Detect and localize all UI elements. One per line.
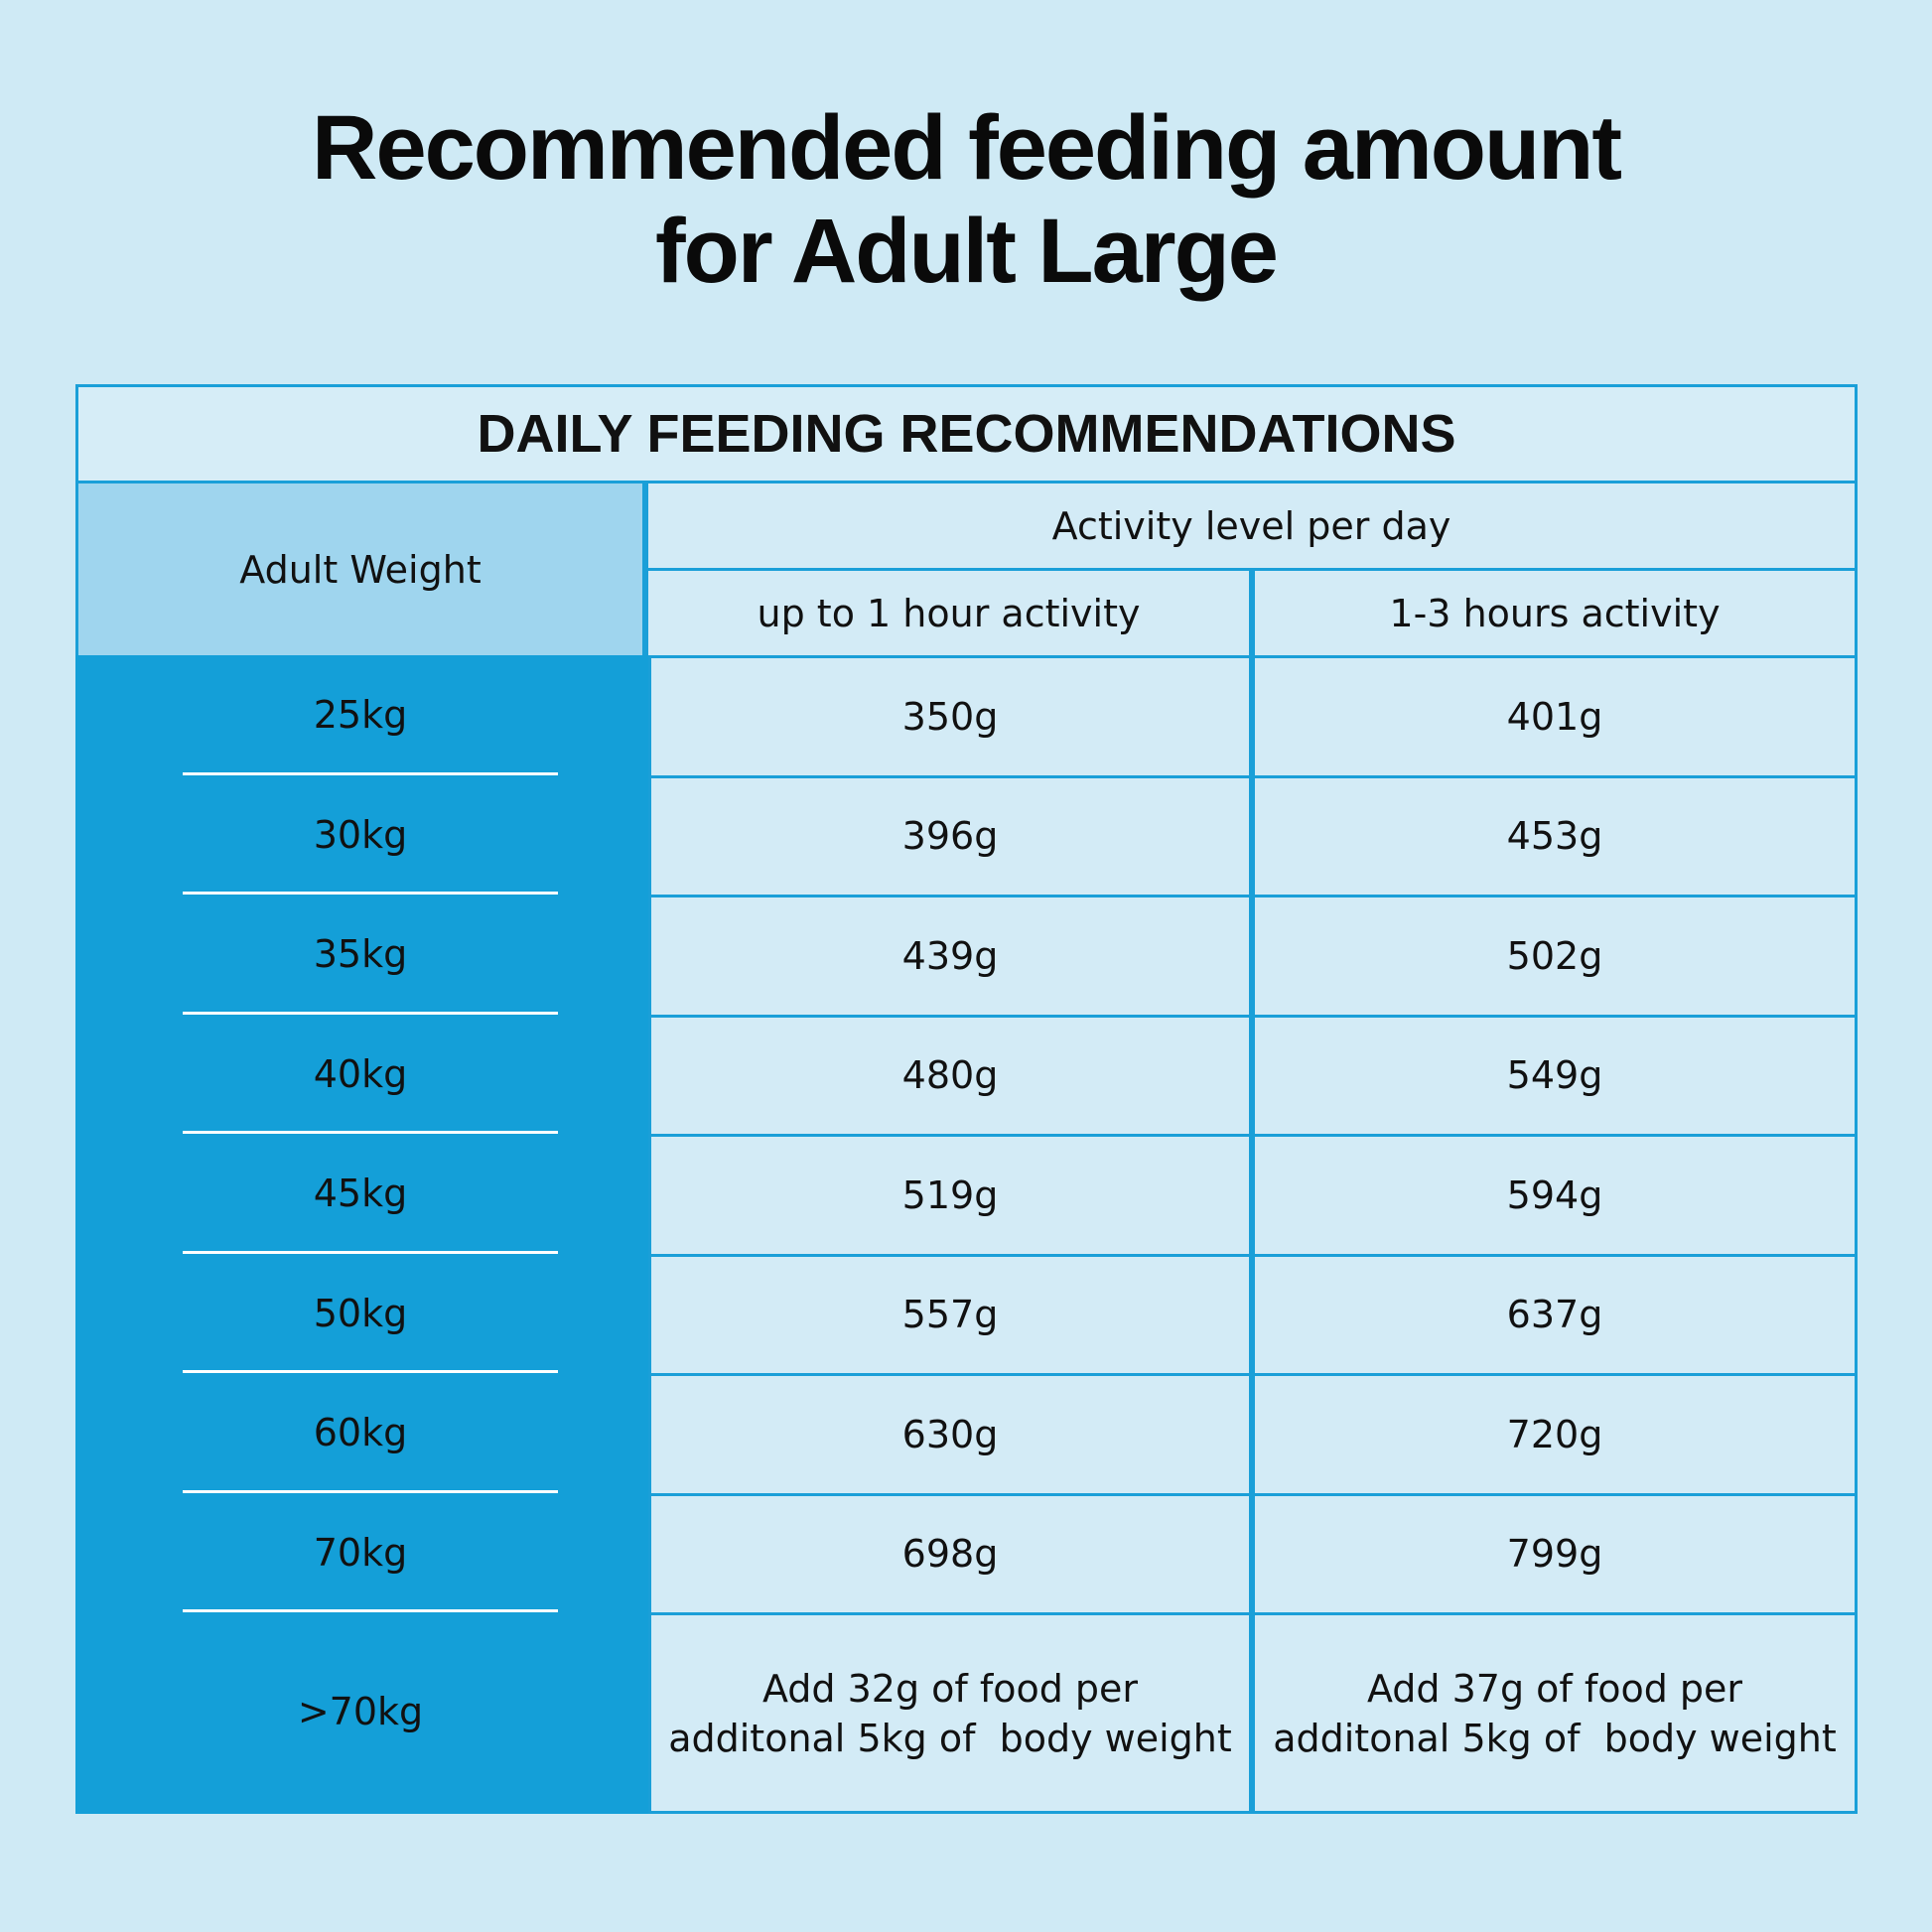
cell-text: 439g	[901, 933, 999, 978]
row-separator	[183, 1489, 558, 1493]
amount-cell: 502g	[1255, 897, 1855, 1015]
cell-text: 1-3 hours activity	[1389, 591, 1721, 635]
cell-text: 630g	[901, 1412, 999, 1456]
row-separator	[183, 1011, 558, 1015]
cell-text: 502g	[1506, 933, 1603, 978]
amount-cell: 549g	[1255, 1017, 1855, 1134]
cell-text: 50kg	[313, 1291, 408, 1335]
weight-cell: 45kg	[78, 1134, 642, 1254]
weight-cell: 30kg	[78, 775, 642, 896]
amount-cell: 799g	[1255, 1495, 1855, 1612]
row-separator	[183, 1250, 558, 1254]
cell-text: 350g	[901, 694, 999, 739]
cell-text: 30kg	[313, 812, 408, 857]
cell-text: DAILY FEEDING RECOMMENDATIONS	[477, 404, 1456, 464]
cell-text: 396g	[901, 814, 999, 859]
amount-cell: 396g	[651, 777, 1249, 895]
amount-cell: 480g	[651, 1017, 1249, 1134]
cell-text: 480g	[901, 1053, 999, 1098]
cell-text: 698g	[901, 1532, 999, 1577]
feeding-table: DAILY FEEDING RECOMMENDATIONS Adult Weigh…	[75, 384, 1858, 1814]
cell-text: 45kg	[313, 1172, 408, 1216]
amount-cell: 637g	[1255, 1256, 1855, 1373]
cell-text: 40kg	[313, 1051, 408, 1096]
weight-cell: 25kg	[78, 655, 642, 775]
cell-text: Adult Weight	[239, 547, 482, 592]
cell-text: additonal 5kg of body weight	[1273, 1716, 1837, 1760]
note-cell: Add 32g of food per additonal 5kg of body…	[651, 1615, 1249, 1811]
weight-header: Adult Weight	[78, 483, 642, 655]
row-separator	[183, 1609, 558, 1612]
column-header: up to 1 hour activity	[648, 571, 1249, 655]
cell-text: 720g	[1506, 1412, 1603, 1456]
cell-text: Add 37g of food per	[1366, 1666, 1743, 1711]
weight-cell: 40kg	[78, 1015, 642, 1135]
title-line: for Adult Large	[655, 201, 1279, 302]
cell-text: Activity level per day	[1051, 503, 1451, 548]
amount-cell: 557g	[651, 1256, 1249, 1373]
weight-column	[75, 655, 648, 1814]
weight-cell: 50kg	[78, 1254, 642, 1374]
weight-cell: 60kg	[78, 1373, 642, 1493]
amount-cell: 439g	[651, 897, 1249, 1015]
cell-text: 557g	[901, 1293, 999, 1337]
row-separator	[183, 1131, 558, 1134]
cell-text: >70kg	[297, 1690, 424, 1733]
title-line: Recommended feeding amount	[312, 97, 1622, 199]
row-separator	[183, 1370, 558, 1373]
cell-text: 60kg	[313, 1411, 408, 1455]
amount-cell: 720g	[1255, 1376, 1855, 1493]
weight-cell: 35kg	[78, 895, 642, 1015]
cell-text: 594g	[1506, 1173, 1603, 1217]
cell-text: 549g	[1506, 1053, 1603, 1098]
amount-cell: 350g	[651, 658, 1249, 775]
cell-text: 25kg	[313, 693, 408, 738]
cell-text: up to 1 hour activity	[757, 591, 1141, 635]
amount-cell: 698g	[651, 1495, 1249, 1612]
amount-cell: 594g	[1255, 1137, 1855, 1254]
cell-text: 70kg	[313, 1530, 408, 1575]
activity-header: Activity level per day	[648, 483, 1855, 568]
cell-text: 799g	[1506, 1532, 1603, 1577]
cell-text: 453g	[1506, 814, 1603, 859]
cell-text: Add 32g of food per	[761, 1666, 1139, 1711]
note-cell: Add 37g of food per additonal 5kg of body…	[1255, 1615, 1855, 1811]
column-header: 1-3 hours activity	[1255, 571, 1855, 655]
cell-text: 519g	[901, 1173, 999, 1217]
amount-cell: 453g	[1255, 777, 1855, 895]
cell-text: additonal 5kg of body weight	[668, 1716, 1232, 1760]
cell-text: 35kg	[313, 932, 408, 977]
weight-cell: 70kg	[78, 1493, 642, 1613]
amount-cell: 519g	[651, 1137, 1249, 1254]
caption: DAILY FEEDING RECOMMENDATIONS	[78, 387, 1855, 481]
weight-cell: >70kg	[78, 1612, 642, 1811]
cell-text: 401g	[1506, 694, 1603, 739]
row-separator	[183, 892, 558, 895]
amount-cell: 401g	[1255, 658, 1855, 775]
row-separator	[183, 771, 558, 775]
amount-cell: 630g	[651, 1376, 1249, 1493]
cell-text: 637g	[1506, 1293, 1603, 1337]
